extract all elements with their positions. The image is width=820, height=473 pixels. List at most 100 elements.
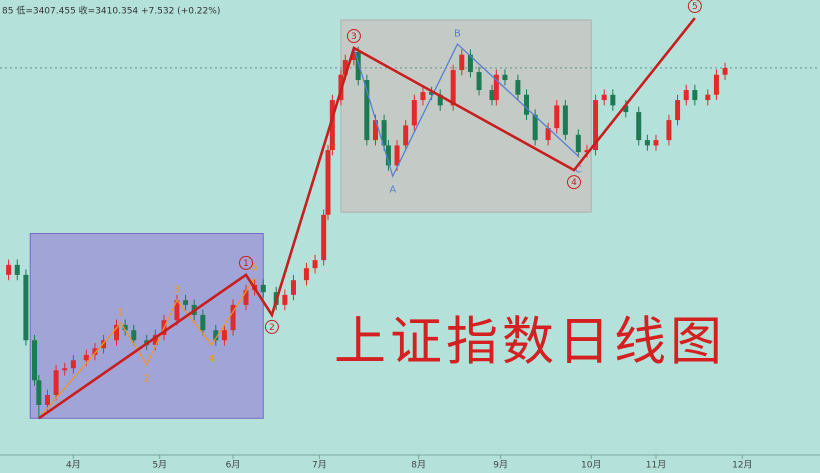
wave-circle — [264, 319, 279, 334]
wave-label: 3 — [174, 285, 180, 296]
candle-body — [321, 214, 327, 261]
candle-body — [420, 92, 426, 101]
candle-body — [364, 80, 370, 141]
candle-body — [152, 334, 158, 345]
candle-body — [411, 100, 417, 126]
header-info: 85 低=3407.455 收=3410.354 +7.532 (+0.22%) — [2, 5, 220, 17]
candle-body — [92, 348, 98, 355]
candle-body — [722, 68, 728, 75]
candle-body — [675, 100, 681, 121]
candle-body — [562, 105, 568, 135]
candle-body — [467, 54, 473, 73]
candle-body — [183, 300, 189, 305]
candle-body — [601, 94, 607, 101]
wave-line — [353, 42, 579, 178]
candle-body — [575, 134, 581, 153]
x-tick-label: 10月 — [581, 460, 601, 471]
candle-body — [385, 145, 391, 166]
candle-body — [610, 94, 616, 106]
wave-label: 5 — [692, 2, 698, 12]
candle-body — [653, 140, 659, 146]
candle-body — [437, 94, 443, 106]
candle-body — [403, 125, 409, 146]
candle-body — [122, 324, 128, 331]
wave-label: 2 — [144, 373, 150, 384]
candle-body — [584, 150, 590, 153]
candle-body — [372, 120, 378, 141]
x-tick-label: 9月 — [493, 460, 508, 471]
wave-label: 5 — [251, 263, 257, 274]
candle-body — [683, 90, 689, 101]
candle-body — [101, 340, 107, 349]
candle-body — [243, 290, 249, 305]
wave-label: A — [389, 185, 396, 196]
wave-label: 4 — [571, 178, 577, 188]
x-tick-label: 8月 — [411, 460, 426, 471]
zone-box — [29, 233, 264, 419]
candle-body — [70, 360, 76, 369]
x-tick-label: 12月 — [732, 460, 752, 471]
candle-body — [524, 94, 530, 115]
candle-body — [83, 354, 89, 361]
candle-body — [502, 74, 508, 81]
x-tick-label: 4月 — [66, 460, 81, 471]
candle-body — [554, 105, 560, 129]
wave-label: 1 — [118, 307, 124, 318]
chart-title: 上证指数日线图 — [334, 313, 726, 373]
wave-label: 4 — [208, 353, 214, 364]
candle-body — [666, 120, 672, 141]
candle-body — [515, 80, 521, 95]
wave-label: 3 — [351, 32, 357, 42]
candle-body — [36, 380, 42, 405]
candle-body — [23, 274, 29, 341]
candle-body — [221, 330, 227, 341]
x-tick-label: 5月 — [152, 460, 167, 471]
candle-body — [429, 92, 435, 95]
candle-body — [303, 268, 309, 281]
candle-body — [325, 150, 331, 215]
candle-body — [351, 52, 357, 61]
candle-body — [213, 330, 219, 341]
candle-body — [44, 394, 50, 405]
candle-body — [636, 112, 642, 141]
candle-body — [200, 314, 206, 331]
wave-circle — [346, 29, 361, 44]
candle-body — [230, 304, 236, 331]
candle-body — [476, 72, 482, 91]
candle-body — [450, 70, 456, 106]
wave-label: B — [454, 29, 461, 40]
candle-body — [32, 340, 38, 381]
candle-body — [6, 264, 12, 275]
candle-body — [260, 284, 266, 293]
candle-body — [14, 264, 20, 275]
wave-line — [38, 17, 696, 420]
candle-body — [53, 370, 59, 395]
candle-body — [290, 280, 296, 295]
candle-body — [282, 294, 288, 305]
candle-body — [62, 368, 68, 371]
candle-body — [381, 120, 387, 146]
candle-body — [545, 128, 551, 141]
candle-body — [312, 260, 318, 269]
candle-body — [705, 94, 711, 101]
x-tick-label: 6月 — [226, 460, 241, 471]
zone-box — [340, 19, 592, 213]
candle-body — [394, 145, 400, 166]
candle-body — [623, 105, 629, 113]
candle-body — [459, 54, 465, 71]
wave-label: 1 — [243, 259, 249, 269]
candle-body — [644, 140, 650, 146]
candle-body — [713, 74, 719, 95]
candle-body — [342, 60, 348, 75]
wave-circle — [687, 0, 702, 14]
wave-label: 2 — [269, 323, 275, 333]
wave-label: C — [575, 165, 582, 176]
wave-circle — [239, 255, 253, 270]
candle-body — [692, 90, 698, 101]
candle-body — [493, 74, 499, 101]
candle-body — [329, 100, 335, 151]
candle-body — [355, 52, 361, 81]
candle-body — [593, 100, 599, 151]
